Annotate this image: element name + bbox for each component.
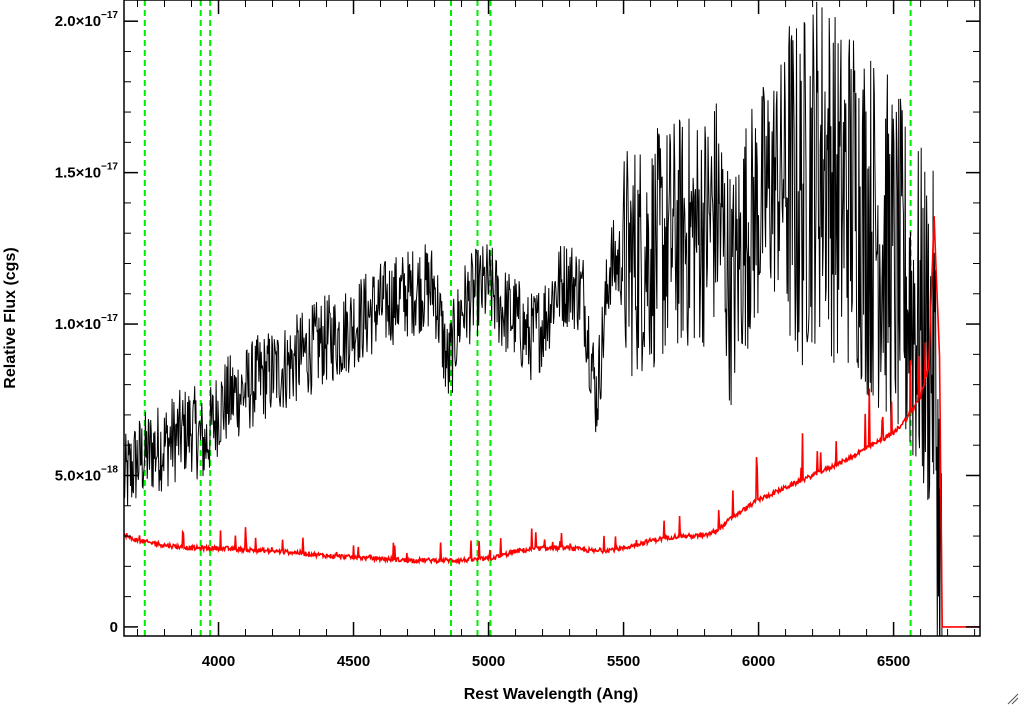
- x-axis: 4000 4500 5000 5500 6000 6500: [137, 0, 976, 670]
- emission-line-markers: [143, 0, 912, 636]
- y-tick-label: 1.0×10−17: [55, 313, 119, 333]
- y-tick-label: 1.5×10−17: [55, 162, 119, 182]
- resize-grip[interactable]: [1007, 693, 1019, 705]
- x-tick-label: 6500: [877, 653, 910, 670]
- y-axis: 0 5.0×10−18 1.0×10−17 1.5×10−17 2.0×10−17: [55, 10, 980, 636]
- y-tick-label: 0: [110, 619, 118, 636]
- observed-spectrum-line: [124, 1, 943, 636]
- plot-frame: [123, 0, 981, 637]
- y-axis-label: Relative Flux (cgs): [2, 247, 19, 388]
- x-tick-label: 4500: [337, 653, 370, 670]
- y-tick-label: 5.0×10−18: [55, 464, 119, 484]
- series-layer: [124, 1, 980, 636]
- model-spectrum-line: [124, 216, 980, 628]
- x-axis-label: Rest Wavelength (Ang): [464, 686, 639, 703]
- y-tick-label: 2.0×10−17: [55, 10, 119, 30]
- x-tick-label: 5000: [472, 653, 505, 670]
- x-tick-label: 5500: [607, 653, 640, 670]
- x-tick-label: 4000: [202, 653, 235, 670]
- x-tick-label: 6000: [742, 653, 775, 670]
